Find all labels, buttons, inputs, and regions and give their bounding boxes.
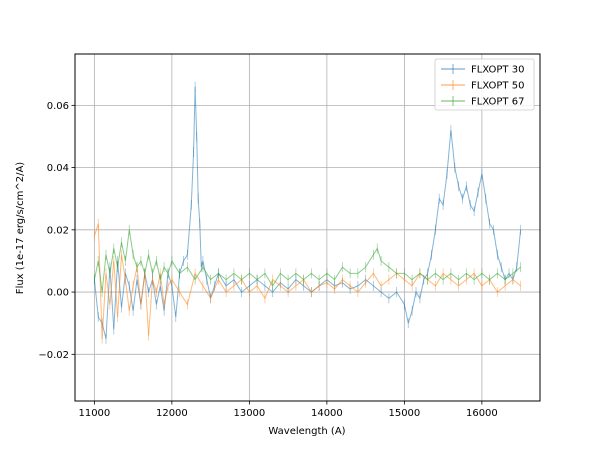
y-axis-label: Flux (1e-17 erg/s/cm^2/A) <box>15 162 26 294</box>
series-1 <box>93 81 522 344</box>
x-tick-label: 13000 <box>233 408 265 419</box>
x-tick-label: 15000 <box>388 408 420 419</box>
y-tick-label: 0.04 <box>47 163 69 174</box>
plot-frame <box>74 53 541 402</box>
y-tick-label: 0.06 <box>47 101 69 112</box>
series-layer <box>93 81 522 344</box>
legend-item: FLXOPT 50 <box>441 80 524 92</box>
legend-item: FLXOPT 67 <box>441 96 524 108</box>
x-tick-label: 11000 <box>78 408 110 419</box>
series-2 <box>93 218 522 344</box>
ticks-layer: 11000 12000 13000 14000 15000 16000 −0.02 0.00 0… <box>38 101 497 419</box>
x-tick-label: 14000 <box>311 408 343 419</box>
series-line <box>93 229 521 293</box>
x-axis-label: Wavelength (A) <box>268 426 345 437</box>
legend-label: FLXOPT 50 <box>471 81 524 92</box>
series-3 <box>93 224 522 298</box>
y-tick-label: 0.02 <box>47 225 69 236</box>
legend-label: FLXOPT 30 <box>471 65 524 76</box>
y-tick-label: −0.02 <box>38 350 69 361</box>
y-tick-label: 0.00 <box>47 288 69 299</box>
x-tick-label: 16000 <box>466 408 498 419</box>
x-tick-label: 12000 <box>156 408 188 419</box>
legend-box <box>434 58 535 111</box>
legend: FLXOPT 30 FLXOPT 50 FLXOPT 67 <box>434 58 535 111</box>
legend-label: FLXOPT 67 <box>471 97 524 108</box>
series-line <box>93 223 521 339</box>
legend-item: FLXOPT 30 <box>441 64 524 76</box>
